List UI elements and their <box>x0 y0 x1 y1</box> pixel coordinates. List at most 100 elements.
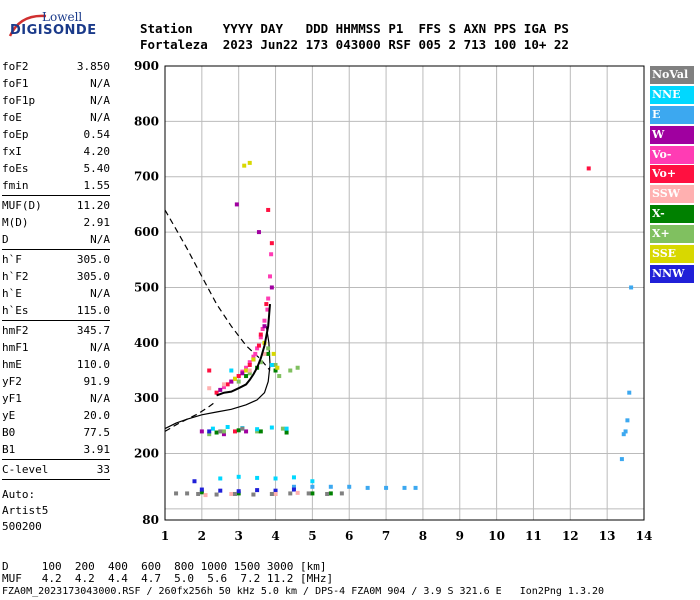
parameter-value: 3.91 <box>83 443 111 456</box>
legend-entry: X- <box>650 205 694 224</box>
parameter-label: h`F <box>2 253 22 266</box>
logo-swoosh-icon <box>8 14 47 37</box>
parameter-row: fxI 4.20 <box>2 143 110 160</box>
echo-point-w <box>234 202 239 207</box>
lower-dashed-curve <box>164 400 217 432</box>
x-tick-label: 4 <box>271 529 279 543</box>
x-tick-label: 5 <box>308 529 316 543</box>
echo-point-sse <box>244 368 249 373</box>
echo-point-x <box>310 491 315 496</box>
parameter-value: 33 <box>96 463 110 476</box>
parameter-row: B1 3.91 <box>2 441 110 458</box>
x-tick-label: 6 <box>345 529 353 543</box>
parameter-label: h`F2 <box>2 270 29 283</box>
echo-point-nnw <box>291 487 296 492</box>
echo-point-w <box>244 429 249 434</box>
parameter-label: B1 <box>2 443 16 456</box>
echo-point-x <box>295 365 300 370</box>
muf-distance-row-1: D 100 200 400 600 800 1000 1500 3000 [km… <box>2 560 327 573</box>
parameter-value: 5.40 <box>83 162 111 175</box>
parameter-value: N/A <box>90 111 110 124</box>
echo-point-w <box>256 230 261 235</box>
x-tick-label: 8 <box>419 529 427 543</box>
legend-entry: SSW <box>650 185 694 204</box>
echo-point-vo <box>221 385 226 390</box>
auto-line-2: Artist5 <box>2 504 49 517</box>
parameter-value: 11.20 <box>76 199 110 212</box>
echo-point-e <box>384 485 389 490</box>
parameter-row: foF1 N/A <box>2 75 110 92</box>
echo-point-noval <box>218 429 223 434</box>
parameter-label: foF2 <box>2 60 29 73</box>
legend-entry: X+ <box>650 225 694 244</box>
parameter-label: foF1p <box>2 94 36 107</box>
echo-point-w <box>240 371 245 376</box>
echo-point-vo <box>225 382 230 387</box>
echo-point-x <box>221 429 226 434</box>
parameter-separator <box>2 479 110 480</box>
parameter-row: foEp 0.54 <box>2 126 110 143</box>
echo-point-noval <box>185 491 190 496</box>
legend-entry: Vo- <box>650 145 694 164</box>
parameter-value: 305.0 <box>76 253 110 266</box>
parameter-value: 20.0 <box>83 409 111 422</box>
echo-point-vo <box>214 390 219 395</box>
parameter-label: foE <box>2 111 22 124</box>
x-tick-label: 12 <box>562 529 579 543</box>
echo-point-nne <box>269 362 274 367</box>
plot-frame <box>164 65 645 521</box>
parameter-value: 4.20 <box>83 145 111 158</box>
parameter-label: fxI <box>2 145 22 158</box>
echo-point-e <box>402 485 407 490</box>
echo-point-ssw <box>273 491 278 496</box>
parameter-label: fmin <box>2 179 29 192</box>
parameter-label: yF2 <box>2 375 22 388</box>
legend-entry: NNW <box>650 264 694 283</box>
parameter-row: MUF(D) 11.20 <box>2 197 110 214</box>
echo-point-vo <box>268 274 273 279</box>
echo-point-e <box>623 429 628 434</box>
echo-point-e <box>365 485 370 490</box>
echo-point-e <box>328 484 333 489</box>
echo-point-nne <box>273 476 278 481</box>
echo-point-ssw <box>295 490 300 495</box>
parameter-label: hmF2 <box>2 324 29 337</box>
echo-point-e <box>625 418 630 423</box>
parameter-row: foEs 5.40 <box>2 160 110 177</box>
echo-point-nne <box>218 476 223 481</box>
echo-point-nnw <box>236 489 241 494</box>
echo-point-nne <box>291 475 296 480</box>
parameter-value: 2.91 <box>83 216 111 229</box>
echo-point-x <box>207 432 212 437</box>
echo-point-noval <box>306 491 311 496</box>
echo-point-vo <box>258 335 263 340</box>
parameter-label: yF1 <box>2 392 22 405</box>
echo-point-noval <box>174 491 179 496</box>
parameter-row: hmE 110.0 <box>2 356 110 373</box>
parameter-separator <box>2 195 110 196</box>
echo-point-x <box>284 430 289 435</box>
echo-point-noval <box>214 492 219 497</box>
header-line-2: Fortaleza 2023 Jun22 173 043000 RSF 005 … <box>140 37 569 52</box>
echo-point-e <box>310 484 315 489</box>
echo-point-nne <box>236 474 241 479</box>
echo-point-vo <box>266 207 271 212</box>
parameter-row: hmF1 N/A <box>2 339 110 356</box>
echo-point-nnw <box>199 487 204 492</box>
echo-point-noval <box>240 426 245 431</box>
legend-entry: W <box>650 125 694 144</box>
echo-point-sse <box>242 163 247 168</box>
echo-point-vo <box>586 166 591 171</box>
echo-point-ssw <box>262 351 267 356</box>
parameter-row: D N/A <box>2 231 110 248</box>
autoscaling-info: Auto: Artist5 500200 <box>2 487 48 535</box>
parameter-value: 1.55 <box>83 179 111 192</box>
parameter-label: hmF1 <box>2 341 29 354</box>
polarization-legend: NoVal NNE E W Vo- Vo+ SSW X- X+ SSE NNW <box>650 66 694 285</box>
echo-point-vo <box>256 343 261 348</box>
echo-point-w <box>221 432 226 437</box>
legend-entry: Vo+ <box>650 165 694 184</box>
muf-distance-row-2: MUF 4.2 4.2 4.4 4.7 5.0 5.6 7.2 11.2 [MH… <box>2 572 334 585</box>
echo-point-noval <box>251 492 256 497</box>
